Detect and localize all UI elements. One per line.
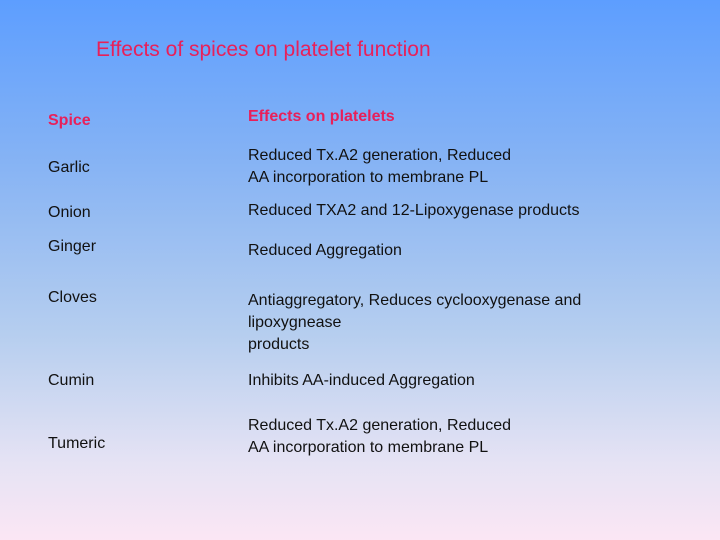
slide-title: Effects of spices on platelet function [96, 38, 431, 61]
effect-text: Antiaggregatory, Reduces cyclooxygenase … [248, 290, 581, 356]
effect-line: Reduced TXA2 and 12-Lipoxygenase product… [248, 202, 580, 219]
spice-name: Cloves [48, 289, 97, 306]
effect-line: products [248, 336, 310, 353]
spice-name: Tumeric [48, 435, 106, 452]
effect-line: Antiaggregatory, Reduces cyclooxygenase … [248, 292, 582, 309]
effect-line: AA incorporation to membrane PL [248, 169, 489, 186]
header-effects: Effects on platelets [248, 108, 395, 125]
effect-line: Reduced Aggregation [248, 242, 402, 259]
effect-text: Reduced Aggregation [248, 240, 402, 262]
effect-line: Reduced Tx.A2 generation, Reduced [248, 417, 511, 434]
effect-line: AA incorporation to membrane PL [248, 439, 489, 456]
effect-text: Inhibits AA-induced Aggregation [248, 370, 475, 392]
effect-line: Inhibits AA-induced Aggregation [248, 372, 475, 389]
header-spice: Spice [48, 112, 91, 129]
spice-name: Cumin [48, 372, 95, 389]
effect-line: lipoxygnease [248, 314, 342, 331]
spice-name: Garlic [48, 159, 90, 176]
effect-line: Reduced Tx.A2 generation, Reduced [248, 147, 511, 164]
spice-name: Ginger [48, 238, 97, 255]
effect-text: Reduced TXA2 and 12-Lipoxygenase product… [248, 200, 579, 222]
effect-text: Reduced Tx.A2 generation, Reduced AA inc… [248, 415, 511, 459]
spice-name: Onion [48, 204, 91, 221]
effect-text: Reduced Tx.A2 generation, Reduced AA inc… [248, 145, 511, 189]
